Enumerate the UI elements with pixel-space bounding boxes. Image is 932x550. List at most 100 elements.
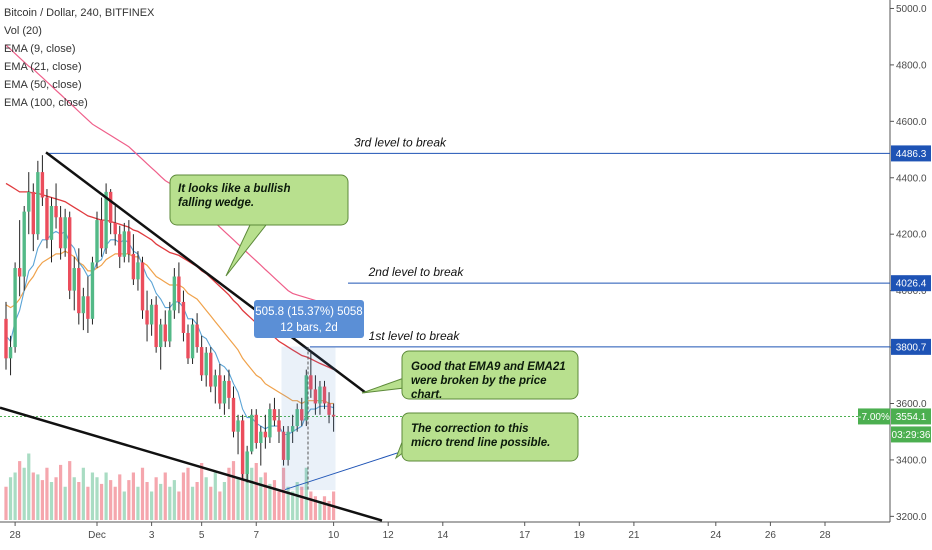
volume-bar bbox=[200, 463, 204, 520]
candle-body bbox=[231, 397, 236, 432]
note-box bbox=[401, 350, 579, 400]
volume-bar bbox=[168, 486, 172, 520]
countdown-text: 03:29:36 bbox=[892, 430, 931, 441]
candle-body bbox=[17, 268, 22, 277]
indicator-ema100[interactable]: EMA (100, close) bbox=[4, 97, 88, 109]
candle-body bbox=[190, 324, 195, 359]
level-price-tag-text: 3800.7 bbox=[896, 342, 927, 353]
candle-body bbox=[322, 386, 327, 404]
volume-bar bbox=[250, 467, 254, 520]
note-text-line: Good that EMA9 and EMA21 bbox=[411, 361, 566, 373]
volume-bar bbox=[227, 467, 231, 520]
volume-bar bbox=[22, 467, 26, 520]
indicator-ema21[interactable]: EMA (21, close) bbox=[4, 61, 82, 73]
x-tick-label: 21 bbox=[628, 530, 640, 541]
volume-bar bbox=[327, 501, 331, 520]
candle-body bbox=[236, 420, 240, 432]
indicator-ema50[interactable]: EMA (50, close) bbox=[4, 79, 82, 91]
volume-bar bbox=[195, 482, 199, 520]
note-pointer bbox=[225, 224, 268, 277]
volume-bar bbox=[272, 480, 277, 520]
volume-bar bbox=[59, 464, 63, 520]
price-change-text: -7.00% bbox=[858, 412, 890, 423]
volume-bar bbox=[304, 467, 308, 520]
volume-bar bbox=[231, 461, 236, 520]
candle-body bbox=[209, 352, 213, 387]
current-price-tag-text: 3554.1 bbox=[896, 412, 927, 423]
note-ema-broken: Good that EMA9 and EMA21 were broken by t… bbox=[361, 350, 579, 401]
volume-bar bbox=[40, 480, 44, 520]
level-label: 2nd level to break bbox=[368, 265, 465, 279]
volume-bar bbox=[145, 482, 149, 520]
candle-body bbox=[22, 211, 26, 277]
y-tick-label: 4800.0 bbox=[896, 60, 927, 71]
candle-body bbox=[118, 234, 122, 257]
level-price-tag-text: 4026.4 bbox=[896, 279, 927, 290]
candle-body bbox=[140, 262, 145, 311]
candle-body bbox=[195, 324, 199, 348]
chart-title[interactable]: Bitcoin / Dollar, 240, BITFINEX bbox=[4, 7, 155, 19]
wedge-lower-line bbox=[0, 406, 383, 522]
volume-bar bbox=[8, 477, 13, 520]
indicator-volume[interactable]: Vol (20) bbox=[4, 25, 42, 37]
volume-bar bbox=[131, 472, 135, 520]
indicator-ema9[interactable]: EMA (9, close) bbox=[4, 43, 76, 55]
candle-body bbox=[90, 262, 95, 319]
candle-body bbox=[95, 220, 99, 263]
candle-body bbox=[186, 332, 190, 359]
x-tick-label: 28 bbox=[819, 530, 831, 541]
candle-body bbox=[318, 386, 322, 404]
candle-body bbox=[240, 420, 245, 475]
candle-body bbox=[227, 380, 231, 398]
volume-bar bbox=[95, 477, 99, 520]
candle-body bbox=[163, 324, 167, 342]
volume-bar bbox=[281, 467, 286, 520]
x-tick-label: 14 bbox=[437, 530, 449, 541]
candle-body bbox=[145, 310, 149, 325]
candle-body bbox=[154, 304, 158, 348]
volume-bar bbox=[68, 461, 72, 520]
volume-bar bbox=[136, 486, 140, 520]
measure-label-line2: 12 bars, 2d bbox=[280, 322, 338, 334]
x-tick-label: 5 bbox=[199, 530, 205, 541]
candle-body bbox=[295, 409, 299, 427]
volume-bar bbox=[263, 472, 267, 520]
volume-bar bbox=[27, 453, 31, 520]
volume-bar bbox=[127, 480, 131, 520]
candle-body bbox=[250, 414, 254, 452]
y-tick-label: 3400.0 bbox=[896, 455, 927, 466]
volume-bar bbox=[300, 486, 304, 520]
volume-bar bbox=[309, 491, 313, 520]
price-change-badge bbox=[858, 408, 890, 425]
candle-body bbox=[245, 451, 249, 475]
candle-body bbox=[204, 352, 208, 376]
candle-body bbox=[45, 197, 49, 240]
candle-body bbox=[27, 191, 31, 212]
note-box bbox=[401, 412, 579, 462]
volume-bar bbox=[54, 477, 58, 520]
volume-bar bbox=[159, 483, 163, 520]
y-tick-label: 3200.0 bbox=[896, 512, 927, 523]
y-tick-label: 4000.0 bbox=[896, 286, 927, 297]
candle-body bbox=[86, 296, 90, 319]
volume-bar bbox=[236, 477, 240, 520]
candle-body bbox=[58, 217, 63, 249]
candle-body bbox=[290, 426, 295, 432]
candle-body bbox=[31, 191, 35, 235]
x-tick-label: 7 bbox=[253, 530, 259, 541]
candle-body bbox=[254, 414, 258, 443]
volume-bar bbox=[172, 480, 176, 520]
note-text-line: chart. bbox=[411, 389, 442, 401]
x-tick-label: 12 bbox=[383, 530, 395, 541]
volume-bar bbox=[150, 491, 154, 520]
note-box bbox=[169, 174, 349, 226]
volume-bar bbox=[190, 486, 195, 520]
note-micro-trend: The correction to this micro trend line p… bbox=[394, 412, 579, 462]
volume-bar bbox=[318, 501, 322, 520]
note-text-line: It looks like a bullish bbox=[178, 183, 290, 195]
candle-body bbox=[4, 318, 8, 359]
candle-body bbox=[63, 217, 67, 249]
volume-bar bbox=[218, 491, 222, 520]
